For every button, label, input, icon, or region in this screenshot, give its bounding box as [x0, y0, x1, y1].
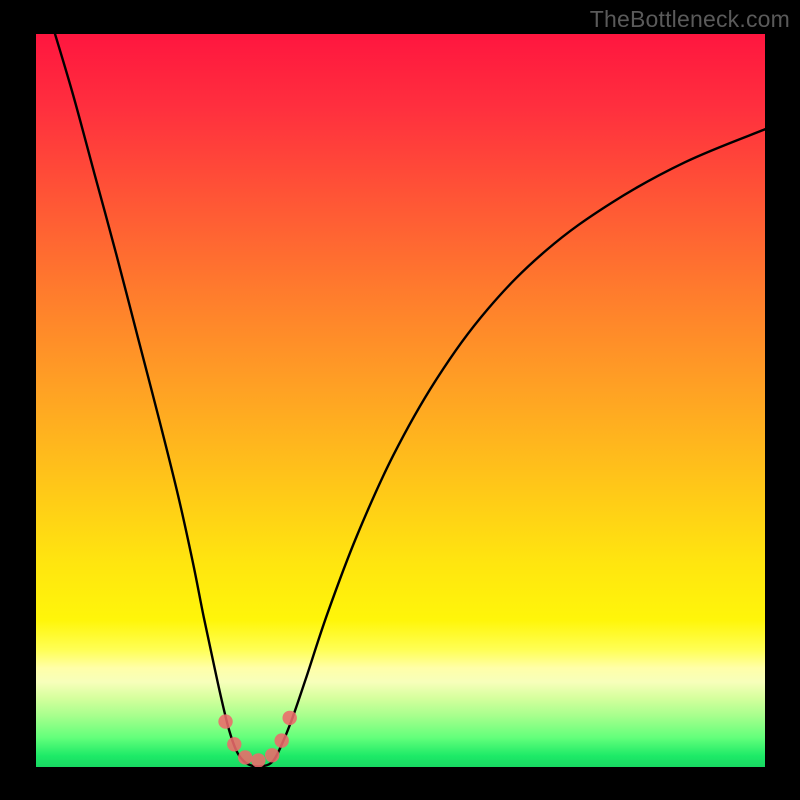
curve-marker: [251, 753, 265, 767]
curve-marker: [265, 748, 279, 762]
curve-marker: [218, 714, 232, 728]
chart-stage: TheBottleneck.com: [0, 0, 800, 800]
curve-marker: [274, 733, 288, 747]
gradient-plot-background: [36, 34, 765, 767]
curve-marker: [282, 711, 296, 725]
curve-marker: [227, 737, 241, 751]
curve-marker: [238, 750, 252, 764]
bottleneck-curve-chart: [0, 0, 800, 800]
watermark-label: TheBottleneck.com: [590, 6, 790, 33]
